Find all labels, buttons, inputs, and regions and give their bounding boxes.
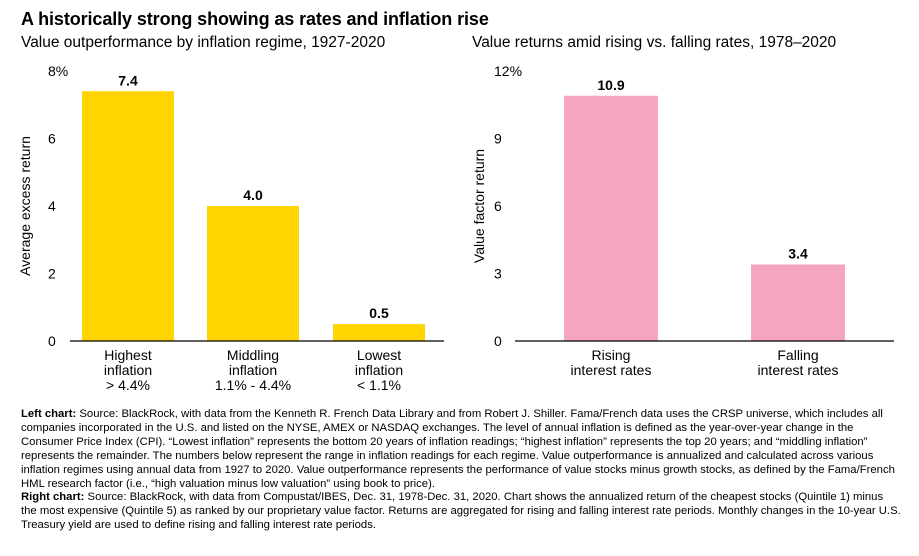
left-y-tick-label: 6 <box>48 131 56 147</box>
left-bar <box>207 206 299 341</box>
right-y-tick-label: 3 <box>494 266 502 282</box>
right-y-tick-label: 0 <box>494 333 502 349</box>
left-y-tick-label: 2 <box>48 266 56 282</box>
left-category-label: Lowest <box>357 347 401 363</box>
left-value-label: 7.4 <box>118 72 138 88</box>
left-value-label: 0.5 <box>369 305 389 321</box>
left-y-tick-label: 0 <box>48 333 56 349</box>
right-value-label: 10.9 <box>597 77 624 93</box>
left-value-label: 4.0 <box>243 187 263 203</box>
right-chart-title: Value returns amid rising vs. falling ra… <box>472 34 837 51</box>
right-category-label: Falling <box>777 347 818 363</box>
page-title: A historically strong showing as rates a… <box>21 9 489 29</box>
left-category-label: > 4.4% <box>106 377 150 393</box>
left-chart-note: Left chart: Source: BlackRock, with data… <box>21 408 901 491</box>
left-chart-title: Value outperformance by inflation regime… <box>21 34 386 51</box>
left-category-label: inflation <box>355 362 403 378</box>
left-bar-chart: Average excess return02468%7.4Highestinf… <box>17 63 444 393</box>
right-y-tick-label: 9 <box>494 131 502 147</box>
left-category-label: Highest <box>104 347 152 363</box>
right-category-label: interest rates <box>758 362 839 378</box>
right-bar <box>751 264 845 341</box>
right-y-tick-label: 12% <box>494 63 522 79</box>
right-note-label: Right chart: <box>21 491 85 504</box>
left-bar <box>82 91 174 341</box>
right-y-tick-label: 6 <box>494 198 502 214</box>
right-chart-note: Right chart: Source: BlackRock, with dat… <box>21 491 901 533</box>
left-y-axis-label: Average excess return <box>17 136 33 276</box>
source-notes: Left chart: Source: BlackRock, with data… <box>21 408 901 533</box>
right-value-label: 3.4 <box>788 246 808 262</box>
right-note-text: Source: BlackRock, with data from Compus… <box>21 491 901 532</box>
left-note-text: Source: BlackRock, with data from the Ke… <box>21 408 895 490</box>
right-y-axis-label: Value factor return <box>471 149 487 263</box>
left-category-label: Middling <box>227 347 279 363</box>
left-y-tick-label: 8% <box>48 63 68 79</box>
left-y-tick-label: 4 <box>48 198 56 214</box>
right-category-label: interest rates <box>571 362 652 378</box>
right-bar-chart: Value factor return036912%10.9Risinginte… <box>471 63 894 378</box>
left-category-label: 1.1% - 4.4% <box>215 377 291 393</box>
right-category-label: Rising <box>592 347 631 363</box>
left-category-label: inflation <box>104 362 152 378</box>
right-bar <box>564 95 658 341</box>
left-category-label: inflation <box>229 362 277 378</box>
left-bar <box>333 324 425 341</box>
left-note-label: Left chart: <box>21 408 77 420</box>
left-category-label: < 1.1% <box>357 377 401 393</box>
